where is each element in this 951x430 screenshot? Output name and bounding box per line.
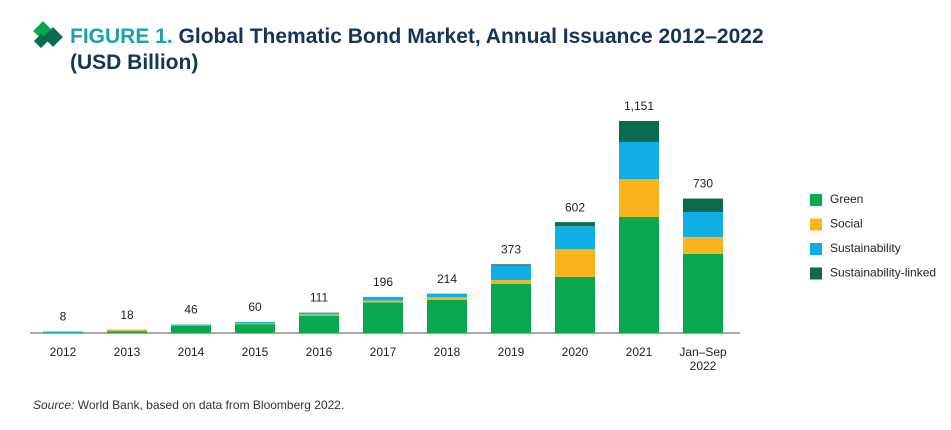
x-tick-label: 2018 xyxy=(433,345,461,359)
legend-swatch xyxy=(810,267,822,280)
bar-segment xyxy=(683,198,723,212)
total-label: 18 xyxy=(120,308,134,322)
bar-segment xyxy=(299,314,339,316)
title-label: FIGURE 1. xyxy=(70,25,173,48)
bar-segment xyxy=(235,321,275,324)
bar-segment xyxy=(427,293,467,298)
total-label: 214 xyxy=(437,272,457,286)
total-label: 60 xyxy=(248,300,262,314)
total-label: 46 xyxy=(184,303,198,317)
source-label: Source: xyxy=(33,398,75,412)
bar-segment xyxy=(683,253,723,333)
bar-segment xyxy=(235,323,275,325)
bar-segment xyxy=(619,216,659,333)
bar-segment xyxy=(171,324,211,326)
bar-segment xyxy=(363,296,403,301)
total-label: 602 xyxy=(565,200,585,214)
bar-segment xyxy=(491,280,531,284)
bar-segment xyxy=(299,315,339,333)
source-text: World Bank, based on data from Bloomberg… xyxy=(77,398,345,412)
bar-segment xyxy=(491,265,531,281)
source: Source: World Bank, based on data from B… xyxy=(33,398,344,412)
legend-label: Social xyxy=(830,217,863,231)
legend-swatch xyxy=(810,194,822,206)
logo xyxy=(33,21,63,49)
x-tick-label: 2020 xyxy=(561,345,589,359)
bar-segment xyxy=(43,331,83,333)
legend-label: Sustainability-linked xyxy=(830,266,936,280)
bar-segment xyxy=(619,141,659,180)
total-label: 8 xyxy=(60,310,67,324)
bar-segment xyxy=(555,249,595,277)
x-tick-label: 2012 xyxy=(49,345,77,359)
bar-segment xyxy=(555,226,595,250)
total-label: 730 xyxy=(693,177,713,191)
bar-segment xyxy=(555,276,595,333)
x-tick-label: Jan–Sep 2022 xyxy=(679,345,727,373)
bar-segment xyxy=(491,283,531,333)
bar-segment xyxy=(363,302,403,333)
bar-segment xyxy=(683,211,723,238)
bar-segment xyxy=(619,179,659,217)
legend-swatch xyxy=(810,243,822,255)
x-tick-label: 2015 xyxy=(241,345,269,359)
bar-segment xyxy=(363,300,403,303)
legend-label: Sustainability xyxy=(830,241,901,255)
bar-segment xyxy=(107,330,147,332)
bar-segment xyxy=(299,312,339,315)
title-text: Global Thematic Bond Market, Annual Issu… xyxy=(70,25,764,74)
x-tick-label: 2014 xyxy=(177,345,205,359)
bar-segment xyxy=(171,326,211,333)
bar-segment xyxy=(107,331,147,333)
bar-segment xyxy=(619,121,659,142)
total-label: 1,151 xyxy=(624,99,654,113)
x-tick-label: 2016 xyxy=(305,345,333,359)
x-tick-label: 2021 xyxy=(625,345,653,359)
total-label: 111 xyxy=(310,291,329,305)
chart-title: FIGURE 1. Global Thematic Bond Market, A… xyxy=(70,24,790,76)
bar-segment xyxy=(427,299,467,333)
total-label: 373 xyxy=(501,242,521,256)
x-tick-label: 2019 xyxy=(497,345,525,359)
legend-swatch xyxy=(810,218,822,231)
total-label: 196 xyxy=(373,275,393,289)
legend-label: Green xyxy=(830,192,863,206)
bar-segment xyxy=(235,324,275,333)
x-tick-label: 2013 xyxy=(113,345,141,359)
x-tick-label: 2017 xyxy=(369,345,397,359)
bar-segment xyxy=(491,264,531,266)
bar-segment xyxy=(683,237,723,254)
bar-segment xyxy=(555,222,595,227)
bar-segment xyxy=(43,332,83,333)
bar-segment xyxy=(171,325,211,327)
bar-segment xyxy=(427,297,467,300)
